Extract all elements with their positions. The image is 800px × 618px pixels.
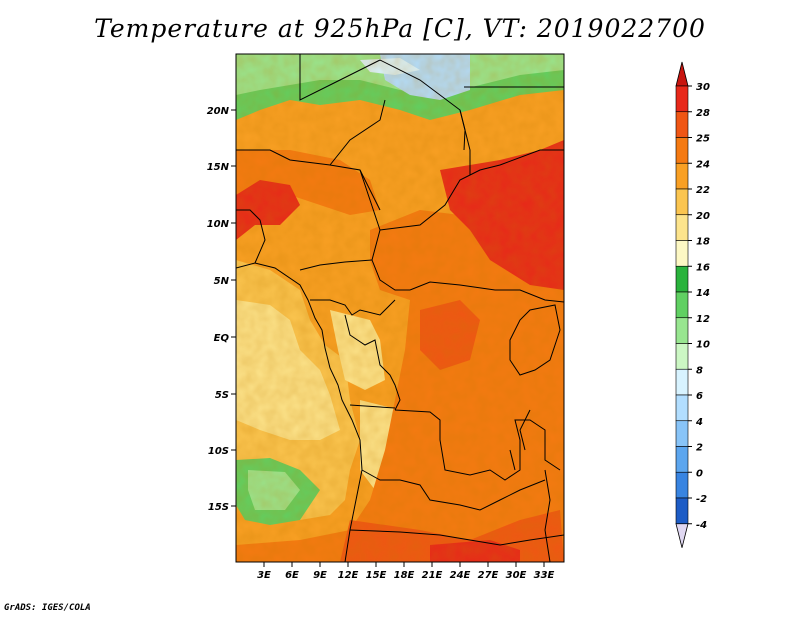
colorbar-label: 8 — [696, 365, 703, 376]
colorbar-top-arrow — [675, 61, 689, 87]
colorbar-segment — [675, 394, 689, 422]
colorbar-label: 24 — [696, 159, 710, 170]
colorbar-segment — [675, 111, 689, 138]
lon-label: 33E — [534, 570, 555, 581]
colorbar-label: 30 — [696, 82, 710, 93]
temperature-field — [236, 54, 564, 562]
colorbar-label: 4 — [695, 417, 703, 428]
colorbar-label: 16 — [696, 262, 710, 273]
lat-label: 15N — [207, 162, 230, 173]
lon-label: 3E — [257, 570, 271, 581]
lon-label: 12E — [338, 570, 359, 581]
lon-label: 9E — [313, 570, 327, 581]
colorbar-segment — [675, 291, 689, 319]
latitude-labels: 20N 15N 10N 5N EQ 5S 10S 15S — [207, 106, 230, 513]
lon-label: 24E — [450, 570, 471, 581]
colorbar-segment — [675, 446, 689, 473]
lon-label: 27E — [478, 570, 499, 581]
colorbar-label: 20 — [696, 211, 710, 222]
colorbar-segment — [675, 214, 689, 241]
grads-credit: GrADS: IGES/COLA — [4, 603, 91, 613]
longitude-ticks — [263, 562, 545, 567]
colorbar-label: 22 — [696, 185, 710, 196]
map-frame — [235, 53, 565, 563]
colorbar-segment — [675, 162, 689, 190]
lon-label: 15E — [366, 570, 387, 581]
colorbar-segment — [675, 188, 689, 216]
colorbar-bottom-arrow — [675, 523, 689, 548]
colorbar-label: -2 — [696, 494, 707, 505]
lon-label: 30E — [506, 570, 527, 581]
chart-title: Temperature at 925hPa [C], VT: 201902270… — [94, 14, 706, 43]
colorbar-segment — [675, 368, 689, 396]
colorbar-segment — [675, 85, 689, 113]
lat-label: 10N — [207, 219, 230, 230]
colorbar-segment — [675, 265, 689, 293]
lon-label: 21E — [422, 570, 443, 581]
colorbar-segment — [675, 420, 689, 447]
latitude-ticks — [231, 109, 236, 507]
colorbar-label: 18 — [696, 237, 710, 248]
colorbar-label: 6 — [696, 391, 703, 402]
colorbar-label: 2 — [696, 443, 703, 454]
colorbar-label: 25 — [696, 134, 710, 145]
lat-label: 15S — [208, 502, 229, 513]
lon-label: 6E — [285, 570, 299, 581]
colorbar-segment — [675, 343, 689, 370]
lat-label: EQ — [214, 333, 230, 344]
colorbar-segment — [675, 240, 689, 267]
colorbar-segment — [675, 137, 689, 164]
colorbar-label: 12 — [696, 314, 710, 325]
colorbar-segment — [675, 497, 689, 525]
colorbar-label: -4 — [696, 520, 707, 531]
colorbar-segment — [675, 317, 689, 344]
lat-label: 20N — [207, 106, 230, 117]
lon-label: 18E — [394, 570, 415, 581]
colorbar-label: 10 — [696, 340, 710, 351]
longitude-labels: 3E 6E 9E 12E 15E 18E 21E 24E 27E 30E 33E — [257, 570, 554, 581]
colorbar-segment — [675, 471, 689, 499]
lat-label: 5S — [215, 390, 229, 401]
colorbar-label: 0 — [696, 468, 703, 479]
country-borders — [236, 54, 564, 562]
lat-label: 5N — [214, 276, 230, 287]
lat-label: 10S — [208, 446, 229, 457]
colorbar-label: 14 — [696, 288, 710, 299]
colorbar-label: 28 — [696, 108, 710, 119]
